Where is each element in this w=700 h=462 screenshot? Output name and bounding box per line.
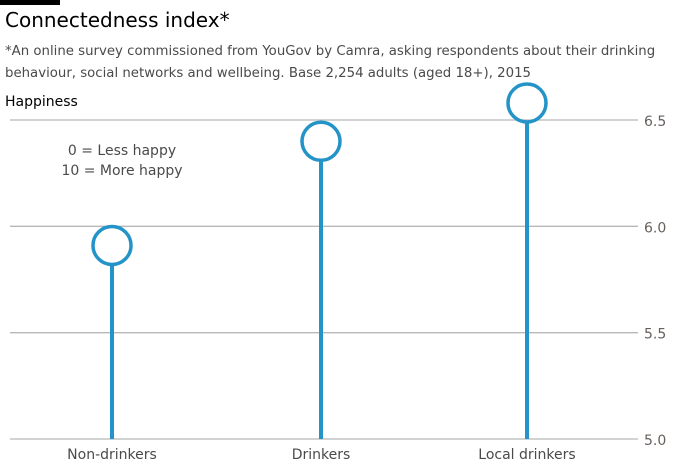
annotation: 10 = More happy — [61, 163, 182, 179]
lollipop-head — [506, 82, 548, 124]
y-tick-label: 6.0 — [644, 220, 666, 236]
x-tick-label: Drinkers — [292, 447, 351, 462]
y-axis-label: Happiness — [5, 94, 78, 110]
chart-subtitle: *An online survey commissioned from YouG… — [5, 44, 656, 81]
x-tick-label: Local drinkers — [478, 447, 575, 462]
lollipop-head — [91, 224, 133, 267]
y-tick-label: 5.0 — [644, 433, 666, 449]
annotation: 0 = Less happy — [68, 143, 176, 159]
y-tick-label: 6.5 — [644, 114, 666, 130]
brand-bar — [0, 0, 60, 5]
x-tick-label: Non-drinkers — [67, 447, 157, 462]
y-tick-label: 5.5 — [644, 327, 666, 343]
chart-title: Connectedness index* — [5, 8, 230, 32]
lollipop-head — [300, 120, 342, 163]
